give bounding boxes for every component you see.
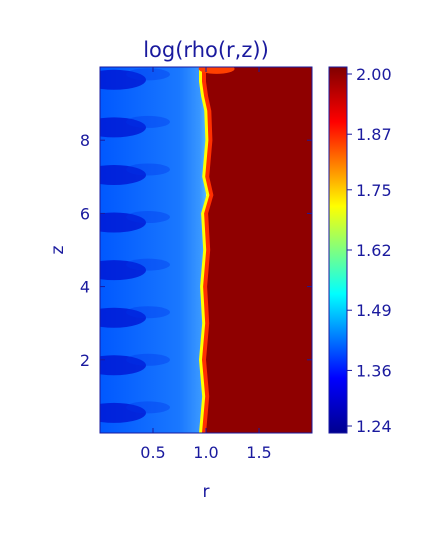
density-trough	[100, 260, 146, 281]
density-trough	[100, 117, 146, 138]
colorbar	[328, 66, 348, 434]
colorbar-ticks: 1.24 1.36 1.49 1.62 1.75 1.87 2.00	[347, 65, 392, 436]
density-trough-tail	[126, 163, 170, 176]
x-tick-label: 1.5	[246, 443, 271, 462]
density-trough-tail	[126, 401, 170, 414]
x-axis-label: r	[203, 482, 210, 502]
density-trough-tail	[126, 306, 170, 319]
y-tick-label: 6	[80, 204, 90, 223]
colorbar-tick-label: 2.00	[356, 65, 392, 84]
colorbar-tick-label: 1.75	[356, 181, 392, 200]
density-trough	[100, 212, 146, 233]
plot-area	[100, 67, 312, 433]
x-axis: 0.5 1.0 1.5	[140, 67, 272, 462]
density-trough	[100, 307, 146, 328]
density-trough-tail	[126, 211, 170, 224]
y-tick-label: 8	[80, 131, 90, 150]
density-trough-tail	[126, 115, 170, 128]
top-plume	[198, 67, 235, 74]
colorbar-tick-label: 1.24	[356, 417, 392, 436]
density-trough-tail	[126, 68, 170, 81]
density-trough	[100, 355, 146, 376]
chart-title: log(rho(r,z))	[143, 38, 269, 62]
density-trough-tail	[126, 258, 170, 271]
density-trough	[100, 69, 146, 90]
x-tick-label: 0.5	[140, 443, 165, 462]
outer-region	[206, 67, 312, 433]
density-trough-tail	[126, 353, 170, 366]
density-trough	[100, 402, 146, 423]
y-axis: 2 4 6 8	[80, 131, 312, 370]
colorbar-tick-label: 1.62	[356, 241, 392, 260]
density-trough	[100, 164, 146, 185]
colorbar-tick-label: 1.36	[356, 361, 392, 380]
y-tick-label: 2	[80, 351, 90, 370]
colorbar-tick-label: 1.87	[356, 125, 392, 144]
y-axis-label: z	[48, 245, 68, 254]
colorbar-tick-label: 1.49	[356, 301, 392, 320]
x-tick-label: 1.0	[193, 443, 218, 462]
y-tick-label: 4	[80, 278, 90, 297]
